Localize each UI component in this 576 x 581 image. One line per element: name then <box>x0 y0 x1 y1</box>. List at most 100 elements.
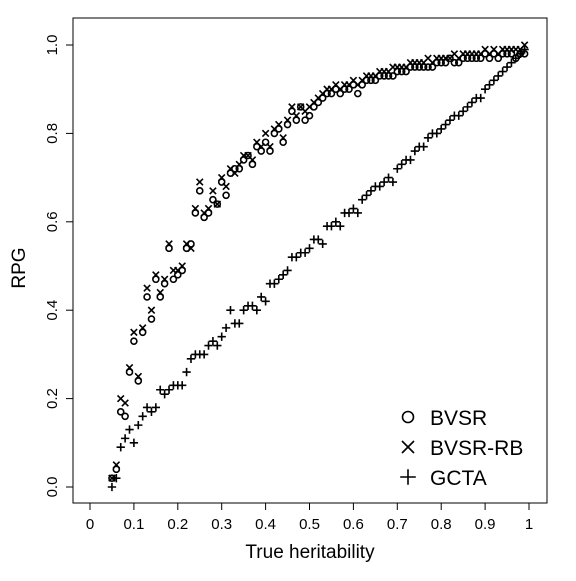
data-point-x <box>108 474 116 482</box>
data-point-plus <box>182 367 191 377</box>
data-point-plus <box>147 407 156 417</box>
data-point-x <box>138 324 147 332</box>
data-point-plus <box>142 403 152 412</box>
data-point-circle <box>274 125 283 133</box>
data-point-plus <box>257 292 266 302</box>
data-point-circle <box>130 337 138 345</box>
data-point-circle <box>340 85 349 93</box>
data-point-plus <box>349 204 358 213</box>
data-point-circle <box>178 266 186 275</box>
data-point-plus <box>480 85 490 94</box>
data-point-circle <box>353 89 362 98</box>
data-point-plus <box>362 191 371 200</box>
data-point-plus <box>270 279 279 288</box>
data-point-x <box>235 160 244 169</box>
y-axis: 0.0 0.2 0.4 0.6 0.8 1.0 <box>44 35 73 497</box>
y-tick-label: 1.0 <box>44 35 61 56</box>
data-point-plus <box>458 107 468 116</box>
data-point-circle <box>507 50 516 58</box>
y-tick-label: 0.2 <box>44 388 61 409</box>
data-point-plus <box>507 58 516 67</box>
data-point-plus <box>261 297 270 306</box>
data-point-plus <box>445 115 455 125</box>
data-point-circle <box>195 187 204 195</box>
data-point-plus <box>353 208 362 218</box>
series-gcta <box>107 45 529 492</box>
data-point-circle <box>187 240 195 248</box>
data-point-circle <box>433 58 441 67</box>
data-point-plus <box>494 71 503 81</box>
data-point-circle <box>336 89 345 98</box>
data-point-plus <box>454 111 463 120</box>
data-point-plus <box>489 76 499 85</box>
data-point-plus <box>221 323 231 333</box>
data-point-circle <box>147 315 156 323</box>
data-point-x <box>121 399 129 407</box>
data-point-x <box>130 328 138 337</box>
data-point-circle <box>116 408 125 416</box>
data-point-circle <box>301 116 309 124</box>
data-point-circle <box>459 54 467 63</box>
data-point-circle <box>498 50 507 58</box>
data-point-x <box>134 372 143 381</box>
data-point-circle <box>358 80 366 89</box>
data-point-circle <box>419 63 428 71</box>
data-point-plus <box>366 186 376 196</box>
y-tick-label: 0.6 <box>44 211 61 232</box>
data-point-plus <box>199 350 209 359</box>
data-point-plus <box>186 354 196 363</box>
data-point-circle <box>169 275 178 284</box>
data-point-plus <box>164 385 174 394</box>
x-axis-title: True heritability <box>245 542 375 563</box>
data-point-circle <box>327 89 336 98</box>
x-tick-label: 0.6 <box>343 516 364 533</box>
data-point-plus <box>156 385 165 394</box>
data-points <box>107 41 529 492</box>
data-point-x <box>292 111 301 120</box>
data-point-circle <box>204 209 213 217</box>
data-point-plus <box>239 306 248 315</box>
data-point-plus <box>138 412 147 421</box>
data-point-plus <box>226 306 235 315</box>
data-point-circle <box>468 54 476 63</box>
series-bvsr-rb <box>108 41 529 482</box>
data-point-x <box>283 116 292 124</box>
data-point-circle <box>296 103 305 111</box>
data-point-circle <box>222 191 230 200</box>
data-point-plus <box>423 133 433 142</box>
data-point-plus <box>116 443 125 452</box>
x-tick-label: 1 <box>525 516 533 533</box>
data-point-x <box>520 41 529 49</box>
data-point-plus <box>379 177 389 187</box>
data-point-circle <box>380 72 388 80</box>
data-point-circle <box>156 293 165 301</box>
data-point-plus <box>274 275 283 284</box>
data-point-plus <box>331 217 340 226</box>
data-point-plus <box>134 420 143 430</box>
y-tick-label: 0.8 <box>44 123 61 144</box>
data-point-circle <box>165 244 173 253</box>
data-point-circle <box>463 54 472 63</box>
data-point-plus <box>384 173 393 182</box>
data-point-circle <box>415 63 424 71</box>
data-point-circle <box>288 107 296 116</box>
data-point-circle <box>239 156 248 164</box>
data-point-circle <box>174 271 182 279</box>
data-point-circle <box>384 72 393 80</box>
data-point-circle <box>261 138 270 147</box>
data-point-plus <box>502 62 512 72</box>
y-tick-label: 0.4 <box>44 300 61 321</box>
data-point-plus <box>393 164 402 173</box>
x-tick-label: 0.3 <box>211 516 232 533</box>
data-point-circle <box>209 195 217 204</box>
data-point-plus <box>511 54 520 63</box>
data-point-circle <box>332 85 340 93</box>
data-point-circle <box>270 129 279 138</box>
data-point-x <box>275 120 283 129</box>
data-point-x <box>231 169 239 177</box>
data-point-plus <box>235 319 244 328</box>
data-point-circle <box>266 147 274 155</box>
data-point-x <box>143 284 151 292</box>
data-point-circle <box>226 169 235 177</box>
